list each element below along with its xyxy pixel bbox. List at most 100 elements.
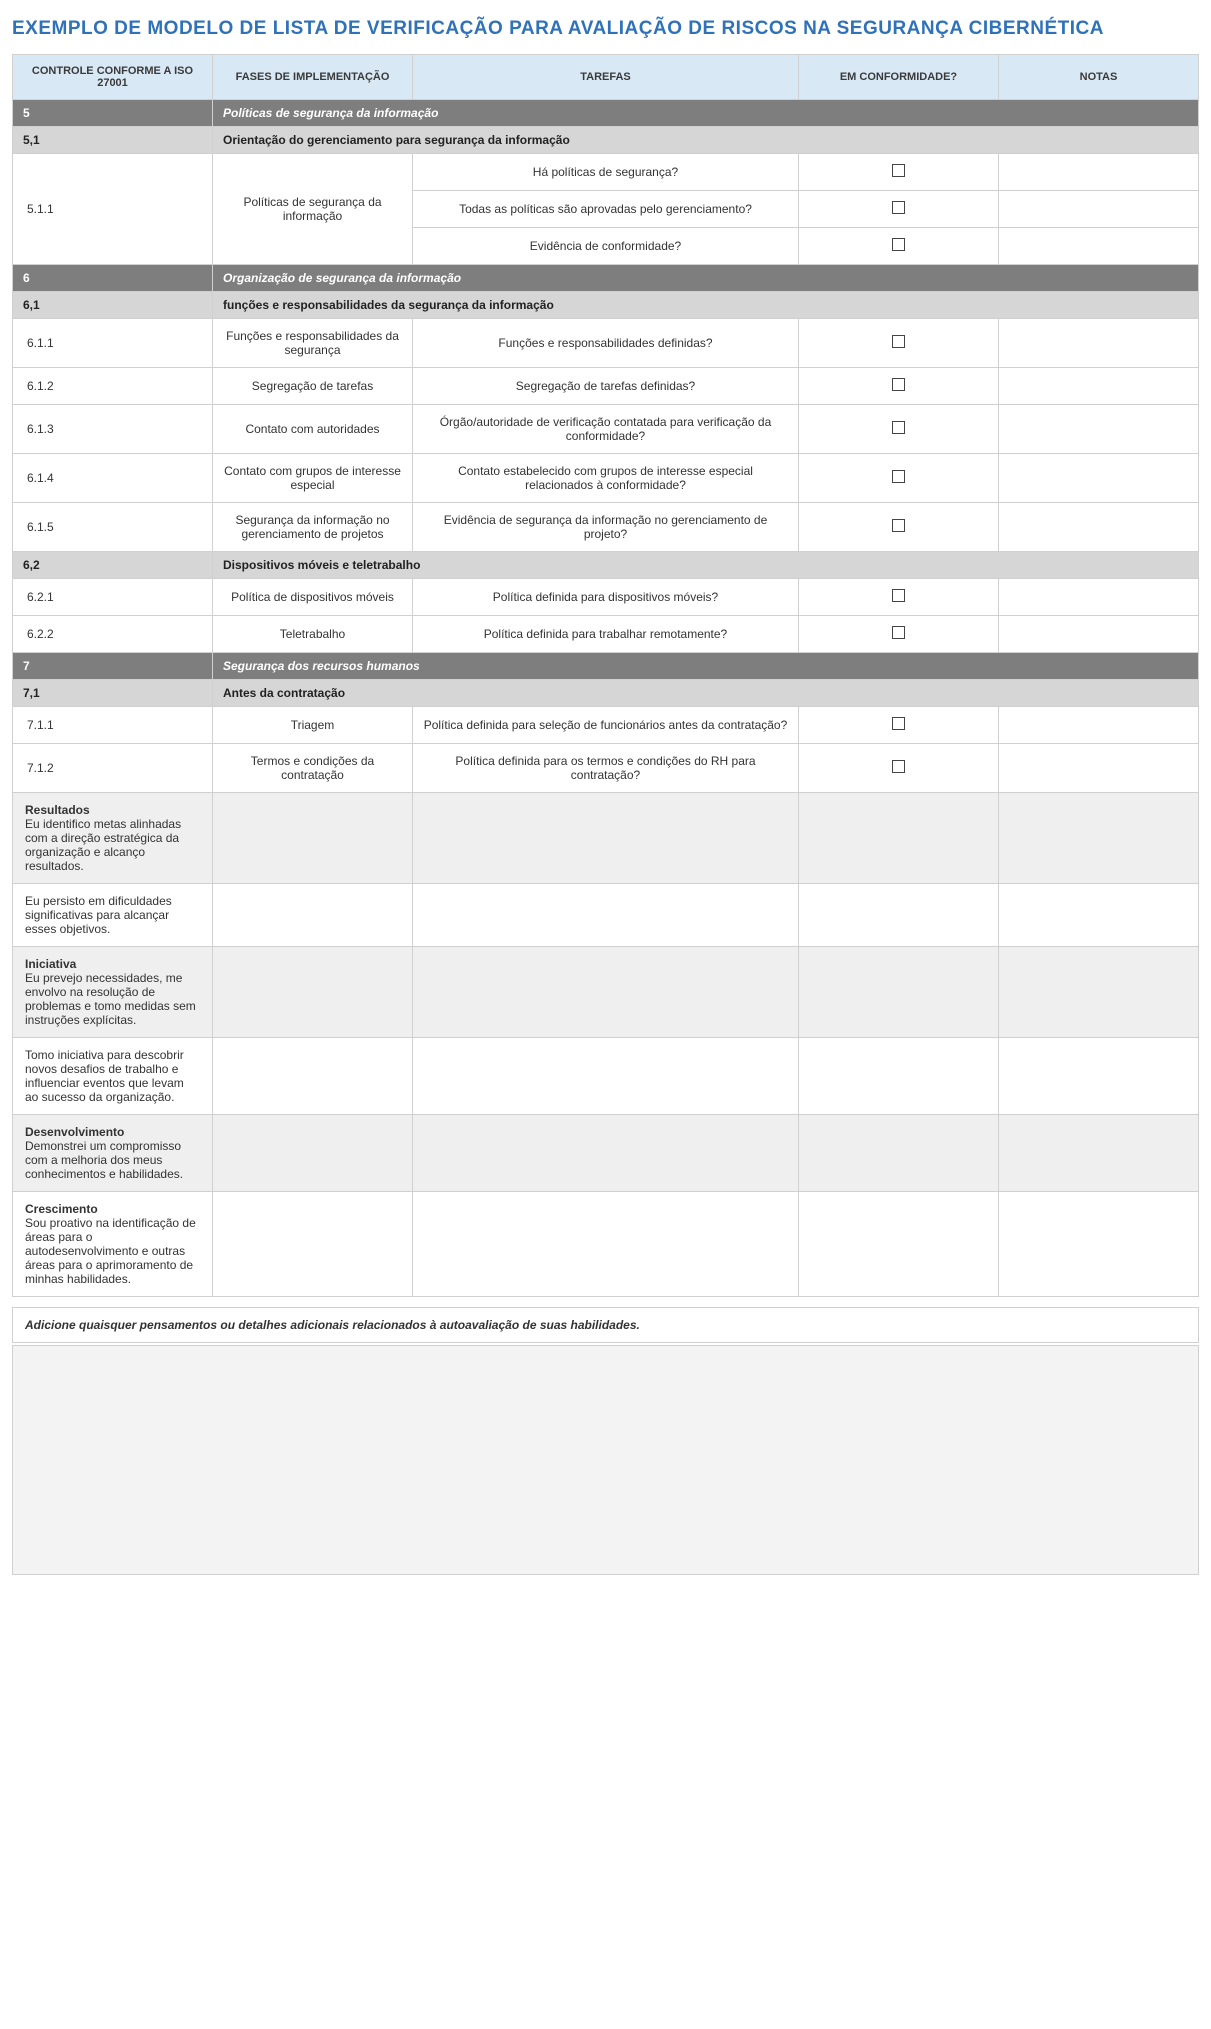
phase-cell: Funções e responsabilidades da segurança — [213, 319, 413, 368]
control-number: 6.2.2 — [13, 616, 213, 653]
checklist-table: CONTROLE CONFORME A ISO 27001 FASES DE I… — [12, 54, 1199, 1297]
compliance-checkbox[interactable] — [892, 201, 905, 214]
self-cell[interactable] — [799, 947, 999, 1038]
table-row: 6.2.2TeletrabalhoPolítica definida para … — [13, 616, 1199, 653]
notes-cell[interactable] — [999, 579, 1199, 616]
table-row: 7.1.2Termos e condições da contrataçãoPo… — [13, 744, 1199, 793]
compliance-checkbox[interactable] — [892, 470, 905, 483]
notes-cell[interactable] — [999, 319, 1199, 368]
compliance-cell — [799, 191, 999, 228]
compliance-checkbox[interactable] — [892, 626, 905, 639]
compliance-cell — [799, 707, 999, 744]
compliance-checkbox[interactable] — [892, 760, 905, 773]
notes-cell[interactable] — [999, 191, 1199, 228]
comments-textarea[interactable] — [12, 1345, 1199, 1575]
subsection-row: 7,1 Antes da contratação — [13, 680, 1199, 707]
self-cell[interactable] — [213, 947, 413, 1038]
self-row-text: Tomo iniciativa para descobrir novos des… — [13, 1038, 213, 1115]
compliance-checkbox[interactable] — [892, 519, 905, 532]
section-row: 5 Políticas de segurança da informação — [13, 100, 1199, 127]
task-cell: Política definida para seleção de funcio… — [413, 707, 799, 744]
task-cell: Política definida para trabalhar remotam… — [413, 616, 799, 653]
subsection-title: funções e responsabilidades da segurança… — [213, 292, 1199, 319]
compliance-checkbox[interactable] — [892, 378, 905, 391]
compliance-checkbox[interactable] — [892, 589, 905, 602]
self-cell[interactable] — [413, 947, 799, 1038]
self-cell[interactable] — [999, 1115, 1199, 1192]
task-cell: Evidência de segurança da informação no … — [413, 503, 799, 552]
self-cell[interactable] — [799, 1115, 999, 1192]
page-title: EXEMPLO DE MODELO DE LISTA DE VERIFICAÇÃ… — [12, 12, 1199, 54]
notes-cell[interactable] — [999, 454, 1199, 503]
notes-cell[interactable] — [999, 707, 1199, 744]
self-row-heading: Resultados — [25, 803, 200, 817]
compliance-cell — [799, 405, 999, 454]
section-row: 6 Organização de segurança da informação — [13, 265, 1199, 292]
notes-cell[interactable] — [999, 154, 1199, 191]
task-cell: Todas as políticas são aprovadas pelo ge… — [413, 191, 799, 228]
self-cell[interactable] — [413, 1115, 799, 1192]
table-header-row: CONTROLE CONFORME A ISO 27001 FASES DE I… — [13, 55, 1199, 100]
phase-cell: Teletrabalho — [213, 616, 413, 653]
phase-cell: Políticas de segurança da informação — [213, 154, 413, 265]
self-cell[interactable] — [413, 884, 799, 947]
subsection-row: 5,1 Orientação do gerenciamento para seg… — [13, 127, 1199, 154]
table-row: 6.1.5Segurança da informação no gerencia… — [13, 503, 1199, 552]
table-row: 6.1.3Contato com autoridadesÓrgão/autori… — [13, 405, 1199, 454]
self-cell[interactable] — [999, 1192, 1199, 1297]
self-cell[interactable] — [799, 793, 999, 884]
control-number: 6.2.1 — [13, 579, 213, 616]
compliance-checkbox[interactable] — [892, 421, 905, 434]
self-cell[interactable] — [799, 884, 999, 947]
phase-cell: Triagem — [213, 707, 413, 744]
subsection-row: 6,1 funções e responsabilidades da segur… — [13, 292, 1199, 319]
table-row: 6.1.1Funções e responsabilidades da segu… — [13, 319, 1199, 368]
notes-cell[interactable] — [999, 503, 1199, 552]
self-cell[interactable] — [999, 947, 1199, 1038]
phase-cell: Contato com autoridades — [213, 405, 413, 454]
control-number: 6.1.1 — [13, 319, 213, 368]
self-cell[interactable] — [999, 793, 1199, 884]
self-cell[interactable] — [999, 884, 1199, 947]
notes-cell[interactable] — [999, 744, 1199, 793]
notes-cell[interactable] — [999, 616, 1199, 653]
control-number: 7.1.1 — [13, 707, 213, 744]
section-title: Organização de segurança da informação — [213, 265, 1199, 292]
self-cell[interactable] — [213, 793, 413, 884]
th-notes: NOTAS — [999, 55, 1199, 100]
compliance-checkbox[interactable] — [892, 164, 905, 177]
compliance-cell — [799, 744, 999, 793]
self-cell[interactable] — [799, 1192, 999, 1297]
self-cell[interactable] — [213, 1038, 413, 1115]
subsection-number: 7,1 — [13, 680, 213, 707]
self-cell[interactable] — [213, 884, 413, 947]
self-cell[interactable] — [413, 1192, 799, 1297]
task-cell: Política definida para dispositivos móve… — [413, 579, 799, 616]
self-cell[interactable] — [799, 1038, 999, 1115]
self-assessment-row: DesenvolvimentoDemonstrei um compromisso… — [13, 1115, 1199, 1192]
self-row-heading: Desenvolvimento — [25, 1125, 200, 1139]
task-cell: Contato estabelecido com grupos de inter… — [413, 454, 799, 503]
compliance-checkbox[interactable] — [892, 238, 905, 251]
self-cell[interactable] — [999, 1038, 1199, 1115]
notes-cell[interactable] — [999, 368, 1199, 405]
table-row: 6.2.1Política de dispositivos móveisPolí… — [13, 579, 1199, 616]
self-cell[interactable] — [213, 1192, 413, 1297]
subsection-row: 6,2 Dispositivos móveis e teletrabalho — [13, 552, 1199, 579]
self-cell[interactable] — [413, 1038, 799, 1115]
compliance-cell — [799, 319, 999, 368]
phase-cell: Segurança da informação no gerenciamento… — [213, 503, 413, 552]
compliance-checkbox[interactable] — [892, 335, 905, 348]
notes-cell[interactable] — [999, 405, 1199, 454]
notes-cell[interactable] — [999, 228, 1199, 265]
self-cell[interactable] — [413, 793, 799, 884]
compliance-checkbox[interactable] — [892, 717, 905, 730]
section-row: 7 Segurança dos recursos humanos — [13, 653, 1199, 680]
task-cell: Evidência de conformidade? — [413, 228, 799, 265]
self-cell[interactable] — [213, 1115, 413, 1192]
self-row-text: CrescimentoSou proativo na identificação… — [13, 1192, 213, 1297]
th-tasks: TAREFAS — [413, 55, 799, 100]
control-number: 5.1.1 — [13, 154, 213, 265]
self-assessment-row: ResultadosEu identifico metas alinhadas … — [13, 793, 1199, 884]
table-row: 7.1.1TriagemPolítica definida para seleç… — [13, 707, 1199, 744]
